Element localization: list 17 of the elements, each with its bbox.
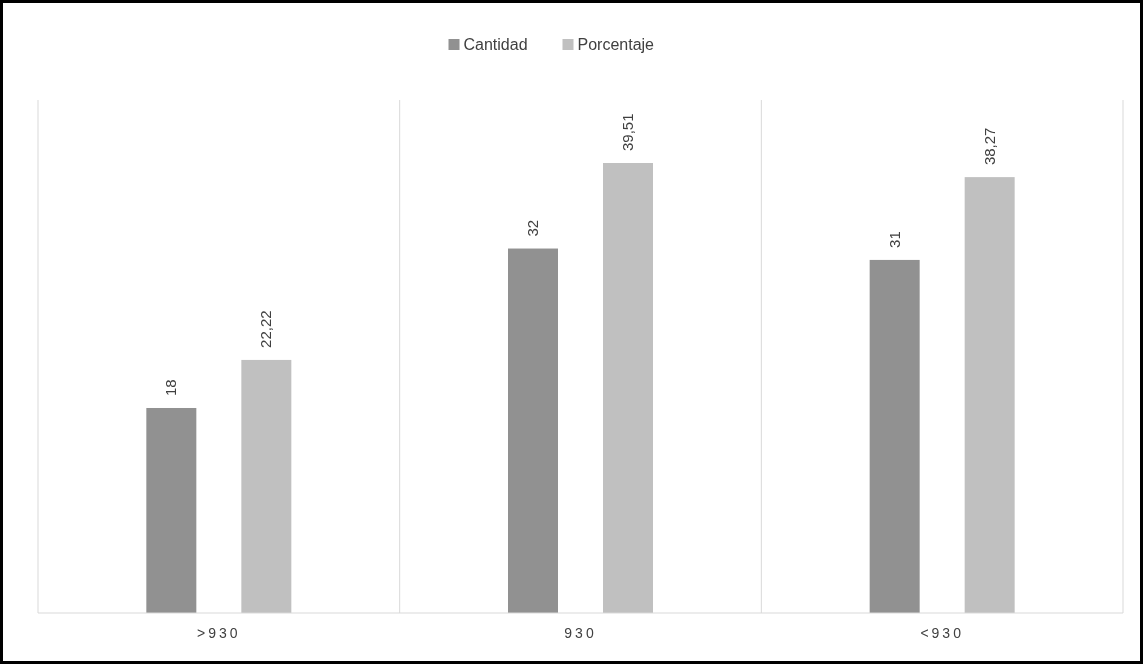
bar [964, 177, 1015, 613]
bar [603, 163, 653, 613]
legend-label: Cantidad [463, 36, 528, 53]
x-tick-label: <930 [920, 625, 964, 641]
bar [241, 359, 292, 613]
x-tick-label: 930 [564, 625, 597, 641]
legend-label: Porcentaje [577, 36, 655, 53]
data-label: 18 [162, 379, 180, 396]
x-tick-label: >930 [197, 625, 241, 641]
data-label: 32 [524, 219, 541, 237]
bar [146, 407, 197, 613]
bar [508, 248, 558, 613]
bar [869, 259, 920, 613]
data-label: 22,22 [257, 310, 275, 348]
data-label: 31 [885, 231, 903, 248]
data-label: 39,51 [619, 113, 636, 151]
data-label: 38,27 [980, 127, 998, 166]
